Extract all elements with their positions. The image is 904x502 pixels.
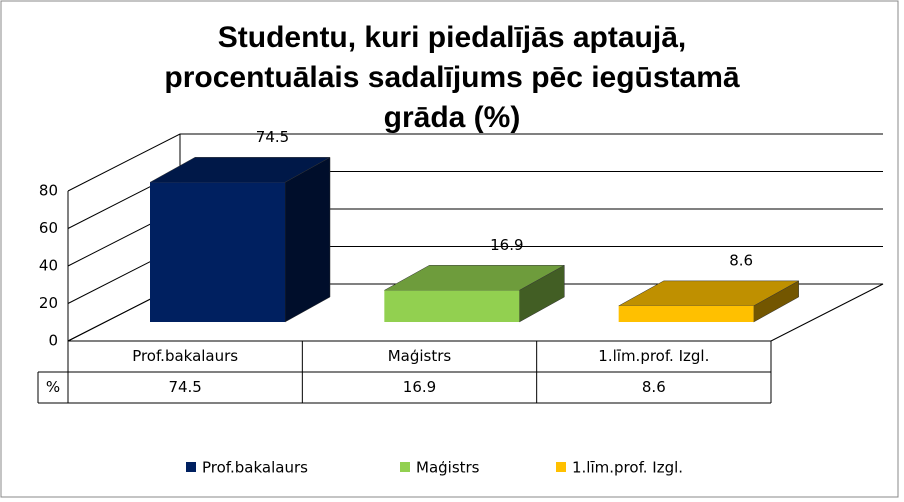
legend-label: 1.līm.prof. Izgl. bbox=[572, 459, 683, 477]
legend-label: Prof.bakalaurs bbox=[202, 459, 308, 477]
bar bbox=[150, 182, 285, 322]
table-row-label: % bbox=[46, 378, 60, 396]
bar bbox=[618, 305, 754, 322]
legend-label: Maģistrs bbox=[416, 459, 480, 477]
y-tick-label: 20 bbox=[39, 294, 58, 312]
y-tick-label: 60 bbox=[39, 219, 58, 237]
bar bbox=[384, 290, 520, 322]
data-label: 16.9 bbox=[490, 236, 523, 254]
bar-side bbox=[284, 156, 331, 323]
table-header: 1.līm.prof. Izgl. bbox=[598, 347, 709, 365]
legend-swatch bbox=[400, 462, 410, 472]
y-tick-label: 80 bbox=[39, 182, 58, 200]
table-cell: 74.5 bbox=[168, 378, 201, 396]
legend-swatch bbox=[186, 462, 196, 472]
table-cell: 8.6 bbox=[642, 378, 666, 396]
data-label: 8.6 bbox=[729, 251, 753, 269]
chart-title: Studentu, kuri piedalījās aptaujā, proce… bbox=[164, 21, 740, 134]
y-tick-label: 0 bbox=[48, 332, 58, 350]
legend-swatch bbox=[556, 462, 566, 472]
table-cell: 16.9 bbox=[403, 378, 436, 396]
y-tick-label: 40 bbox=[39, 257, 58, 275]
table-header: Maģistrs bbox=[388, 347, 452, 365]
data-label: 74.5 bbox=[256, 128, 289, 146]
grid-line bbox=[67, 133, 883, 192]
table-header: Prof.bakalaurs bbox=[132, 347, 238, 365]
